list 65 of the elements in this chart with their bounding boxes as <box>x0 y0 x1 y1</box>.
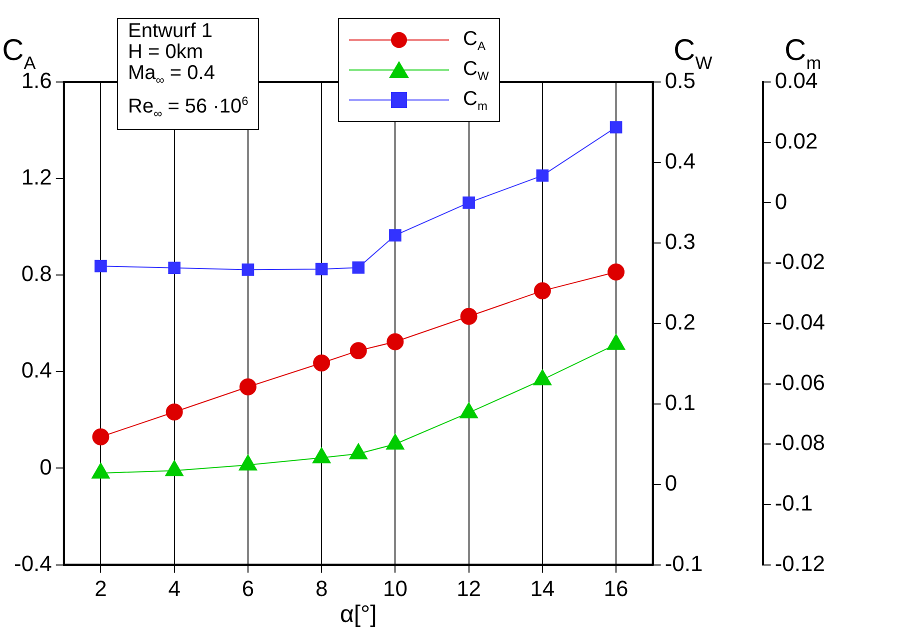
point <box>610 121 622 134</box>
y2-tick-label: -0.1 <box>664 550 703 576</box>
x-tick-label: 4 <box>168 576 180 602</box>
point <box>92 428 110 446</box>
y3-tick-label: -0.12 <box>774 550 826 576</box>
y2-tick-label: 0.1 <box>664 390 696 415</box>
point <box>94 260 107 272</box>
y2-tick-label: 0.3 <box>664 228 696 254</box>
y-tick-label: -0.4 <box>14 550 52 576</box>
y3-tick-label: 0.02 <box>774 128 818 154</box>
point <box>460 308 478 325</box>
x-tick-label: 14 <box>530 576 555 602</box>
point <box>608 263 625 280</box>
y3-tick-label: -0.08 <box>774 430 826 456</box>
point <box>349 443 368 460</box>
point <box>242 264 254 276</box>
legend-label: C$_{A}$ <box>463 28 486 52</box>
point <box>168 262 180 274</box>
point <box>352 261 365 274</box>
point <box>533 369 552 386</box>
y-tick-label: 1.6 <box>21 68 52 94</box>
y2-tick-label: 0.2 <box>664 309 696 334</box>
point <box>166 403 183 420</box>
legend-label: C$_{m}$ <box>463 88 488 112</box>
y-tick-label: 0 <box>40 454 52 480</box>
point <box>386 434 404 450</box>
y-tick-label: 1.2 <box>21 164 52 190</box>
y3-tick-label: 0 <box>774 188 788 214</box>
legend-label: C$_{W}$ <box>463 58 489 82</box>
point <box>462 196 475 209</box>
y3-tick-label: -0.1 <box>774 490 813 516</box>
point <box>536 169 549 182</box>
point <box>460 402 478 418</box>
point <box>239 378 256 396</box>
y3-tick-label: -0.06 <box>774 370 826 395</box>
point <box>315 262 328 276</box>
y2-tick-label: 0 <box>664 470 678 496</box>
point <box>312 447 331 464</box>
point <box>386 333 404 350</box>
x-axis-title: α[°] <box>340 601 377 628</box>
x-tick-label: 10 <box>382 576 408 602</box>
annotation: Ma$_{∞}$ = 0.4 <box>128 62 216 89</box>
point <box>350 342 367 360</box>
x-tick-label: 12 <box>456 576 482 602</box>
point <box>389 229 402 242</box>
point <box>165 460 184 476</box>
text: Entwurf 1 <box>128 20 214 42</box>
text: H = 0km <box>128 41 204 63</box>
y-tick-label: 0.4 <box>21 358 52 383</box>
x-tick-label: 6 <box>242 576 254 602</box>
y3-tick-label: -0.04 <box>774 309 826 334</box>
annotation: Re$_{∞}$ = 56 ·10$^{6}$ <box>128 93 248 123</box>
x-tick-label: 16 <box>604 576 628 602</box>
x-tick-label: 8 <box>315 576 328 602</box>
y3-tick-label: -0.02 <box>774 249 826 274</box>
y2-tick-label: 0.5 <box>664 68 696 94</box>
x-tick-label: 2 <box>94 576 107 602</box>
point <box>534 282 551 300</box>
y-tick-label: 0.8 <box>21 261 52 286</box>
point <box>92 462 110 479</box>
y2-tick-label: 0.4 <box>664 148 696 174</box>
point <box>238 454 258 471</box>
y3-tick-label: 0.04 <box>774 68 818 94</box>
point <box>313 354 330 372</box>
point <box>606 334 626 350</box>
